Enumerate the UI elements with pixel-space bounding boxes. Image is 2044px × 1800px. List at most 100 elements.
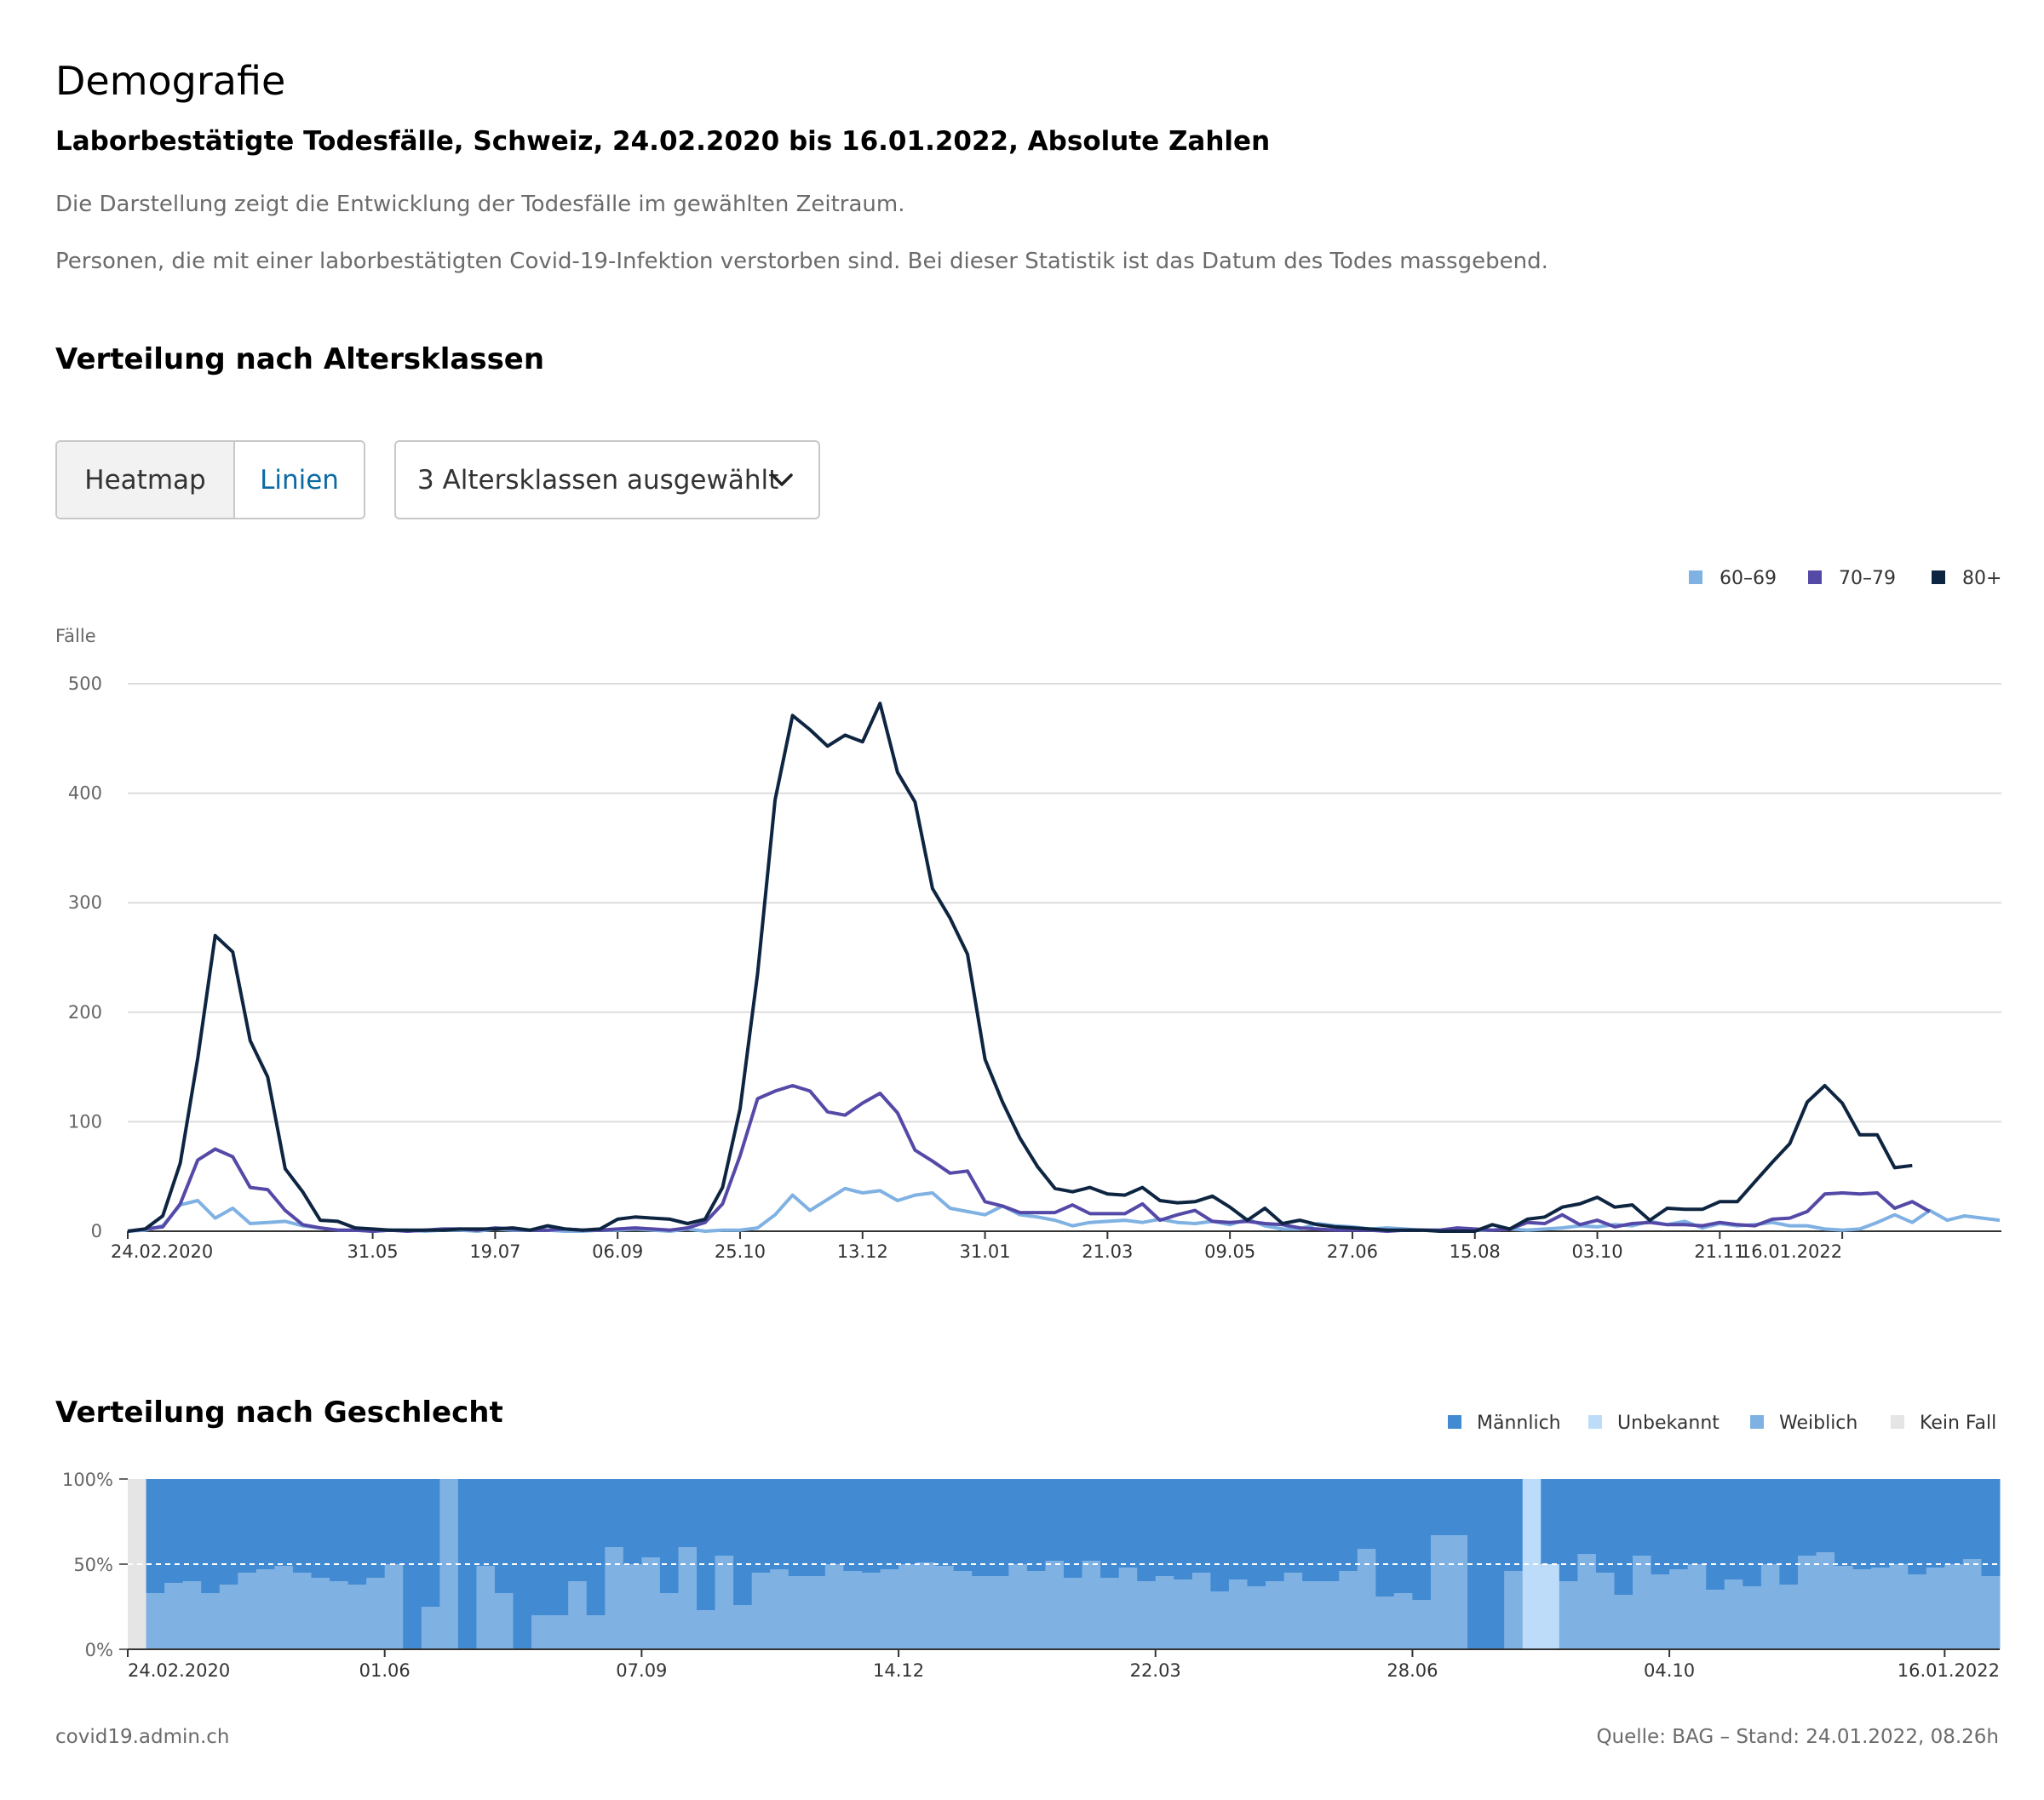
- bar-male: [953, 1479, 973, 1571]
- bar-male: [1008, 1479, 1028, 1564]
- bar-group: [531, 1479, 551, 1649]
- bar-female: [219, 1585, 238, 1649]
- bar-female: [788, 1576, 807, 1649]
- bar-male: [1210, 1479, 1230, 1591]
- bar-male: [1926, 1479, 1945, 1568]
- bar-female: [1651, 1574, 1670, 1649]
- bar-female: [1045, 1561, 1065, 1649]
- bar-female: [751, 1573, 771, 1649]
- bar-male: [916, 1479, 936, 1562]
- bar-group: [1559, 1479, 1578, 1649]
- bar-group: [1633, 1479, 1652, 1649]
- heatmap-tab[interactable]: Heatmap: [57, 442, 235, 518]
- legend-label: 70–79: [1839, 568, 1896, 589]
- bar-group: [1504, 1479, 1524, 1649]
- bar-female: [697, 1610, 716, 1649]
- bar-group: [751, 1479, 771, 1649]
- bar-group: [366, 1479, 386, 1649]
- bar-female: [1962, 1559, 1982, 1649]
- bar-male: [1320, 1479, 1340, 1581]
- bar-group: [807, 1479, 826, 1649]
- bar-female: [1375, 1596, 1395, 1649]
- age-class-select[interactable]: 3 Altersklassen ausgewählt: [394, 440, 820, 519]
- bar-male: [751, 1479, 771, 1573]
- bar-female: [899, 1564, 918, 1649]
- bar-group: [1577, 1479, 1597, 1649]
- bar-male: [1137, 1479, 1157, 1581]
- bar-male: [1633, 1479, 1652, 1556]
- bar-female: [330, 1581, 349, 1649]
- bar-female: [1118, 1568, 1138, 1649]
- bar-female: [347, 1585, 367, 1649]
- y-tick-label: 100%: [62, 1470, 113, 1490]
- bar-group: [1944, 1479, 1964, 1649]
- lines-tab[interactable]: Linien: [235, 442, 364, 518]
- bar-female: [1706, 1590, 1725, 1649]
- x-tick-label: 21.03: [1082, 1241, 1133, 1262]
- bar-group: [586, 1479, 606, 1649]
- bar-group: [1412, 1479, 1432, 1649]
- bar-female: [1210, 1591, 1230, 1649]
- bar-female: [1669, 1569, 1689, 1649]
- bar-male: [990, 1479, 1009, 1576]
- bar-male: [1412, 1479, 1432, 1600]
- bar-female: [366, 1578, 386, 1649]
- x-tick-label: 01.06: [359, 1660, 411, 1677]
- bar-group: [733, 1479, 753, 1649]
- bar-female: [1393, 1593, 1413, 1649]
- bar-female: [605, 1547, 624, 1649]
- bar-group: [678, 1479, 698, 1649]
- age-line-chart: 0 100 200 300 400 500 Fälle 24.02.2020 31.05 19.0…: [55, 568, 2001, 1262]
- bar-male: [678, 1479, 698, 1547]
- bar-male: [1228, 1479, 1248, 1579]
- x-tick-label: 13.12: [837, 1241, 888, 1262]
- bar-male: [788, 1479, 807, 1576]
- bar-female: [641, 1557, 661, 1649]
- bar-female: [953, 1571, 973, 1649]
- bar-group: [1852, 1479, 1872, 1649]
- bar-male: [1375, 1479, 1395, 1596]
- bar-group: [1228, 1479, 1248, 1649]
- bar-group: [1137, 1479, 1157, 1649]
- page-title: Demografie: [55, 58, 286, 104]
- bar-group: [1981, 1479, 2001, 1649]
- x-tick-label: 04.10: [1644, 1660, 1695, 1677]
- bar-female: [678, 1547, 698, 1649]
- bar-group: [1026, 1479, 1046, 1649]
- bar-group: [1008, 1479, 1028, 1649]
- bar-group: [1449, 1479, 1468, 1649]
- bar-group: [916, 1479, 936, 1649]
- bar-female: [1357, 1549, 1376, 1649]
- bar-female: [1981, 1576, 2001, 1649]
- bar-male: [1779, 1479, 1799, 1585]
- bar-group: [384, 1479, 404, 1649]
- bar-male: [880, 1479, 899, 1569]
- bar-female: [843, 1571, 863, 1649]
- bar-group: [1430, 1479, 1450, 1649]
- x-tick-label: 09.05: [1204, 1241, 1255, 1262]
- description-2: Personen, die mit einer laborbestätigten…: [55, 249, 1548, 274]
- footer-source: Quelle: BAG – Stand: 24.01.2022, 08.26h: [1596, 1726, 1999, 1748]
- bar-male: [146, 1479, 165, 1593]
- legend-swatch: [1891, 1415, 1904, 1429]
- bar-male: [182, 1479, 202, 1581]
- bar-female: [568, 1581, 588, 1649]
- bar-group: [549, 1479, 569, 1649]
- bar-group: [347, 1479, 367, 1649]
- bar-male: [586, 1479, 606, 1615]
- bar-male: [1283, 1479, 1303, 1573]
- bar-group: [788, 1479, 807, 1649]
- bar-male: [1889, 1479, 1909, 1564]
- bar-male: [697, 1479, 716, 1610]
- bar-male: [1485, 1479, 1505, 1649]
- bar-female: [531, 1615, 551, 1649]
- bar-female: [770, 1569, 789, 1649]
- bar-group: [568, 1479, 588, 1649]
- legend-swatch: [1588, 1415, 1602, 1429]
- bar-group: [274, 1479, 294, 1649]
- bar-male: [1687, 1479, 1707, 1564]
- bar-male: [1302, 1479, 1322, 1581]
- y-tick-label: 50%: [73, 1555, 113, 1575]
- bar-group: [1375, 1479, 1395, 1649]
